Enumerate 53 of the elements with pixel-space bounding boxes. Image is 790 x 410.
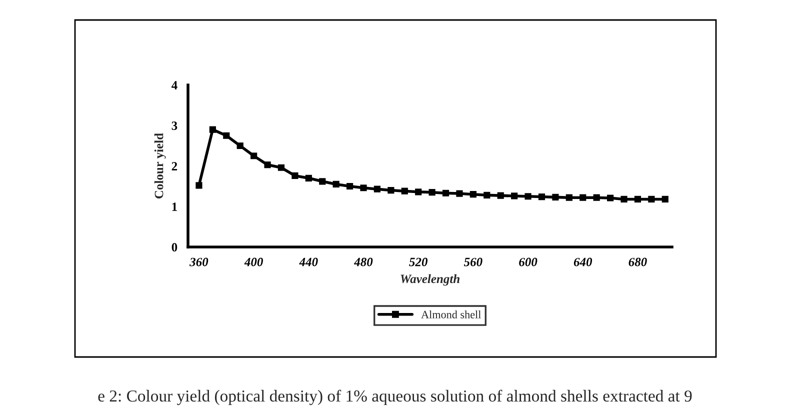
point (552, 194, 559, 200)
x-tick-label: 560 (464, 258, 482, 266)
point (374, 186, 381, 192)
x-tick-label: 680 (628, 258, 647, 266)
point (428, 189, 436, 196)
x-tick-label: 640 (574, 258, 592, 266)
y-axis-title: Colour yield (154, 133, 166, 198)
point (524, 193, 532, 200)
point (497, 192, 504, 199)
point (566, 194, 572, 201)
point (620, 196, 628, 203)
y-tick-label: 1 (172, 202, 177, 211)
point (388, 187, 394, 194)
point (250, 152, 258, 160)
point (484, 192, 490, 198)
x-tick-label: 600 (519, 258, 538, 266)
y-tick-label: 3 (172, 122, 178, 130)
x-tick-label: 360 (189, 258, 208, 266)
point (264, 161, 271, 168)
y-tick-label: 4 (172, 81, 178, 90)
point (538, 193, 546, 200)
point (593, 194, 600, 201)
point (634, 196, 642, 203)
point (401, 188, 408, 194)
point (511, 192, 518, 200)
x-tick-label: 400 (244, 258, 263, 266)
point (648, 196, 655, 203)
point (305, 174, 312, 182)
text: e 2: Colour yield (optical density) of 1% aqueous solution of almond shells extracted at 9 (98, 390, 692, 406)
point (278, 164, 285, 171)
point (415, 188, 422, 196)
x-axis-title: Wavelength (400, 274, 460, 286)
point (209, 126, 216, 133)
point (236, 142, 244, 150)
point (456, 190, 463, 197)
point (292, 172, 298, 180)
point (332, 180, 340, 188)
point (442, 190, 450, 196)
x-tick-label: 520 (409, 258, 428, 266)
x-tick-label: 480 (354, 258, 373, 266)
legend-label: Almond shell (421, 310, 481, 318)
point (662, 196, 668, 203)
point (607, 194, 614, 202)
x-tick-label: 440 (299, 258, 318, 266)
point (196, 182, 202, 189)
point (470, 191, 476, 198)
point (360, 184, 367, 192)
y-tick-label: 0 (172, 243, 178, 252)
y-tick-label: 2 (172, 162, 178, 170)
point (580, 194, 586, 201)
point (319, 178, 326, 185)
point (346, 182, 354, 190)
point (223, 132, 230, 139)
